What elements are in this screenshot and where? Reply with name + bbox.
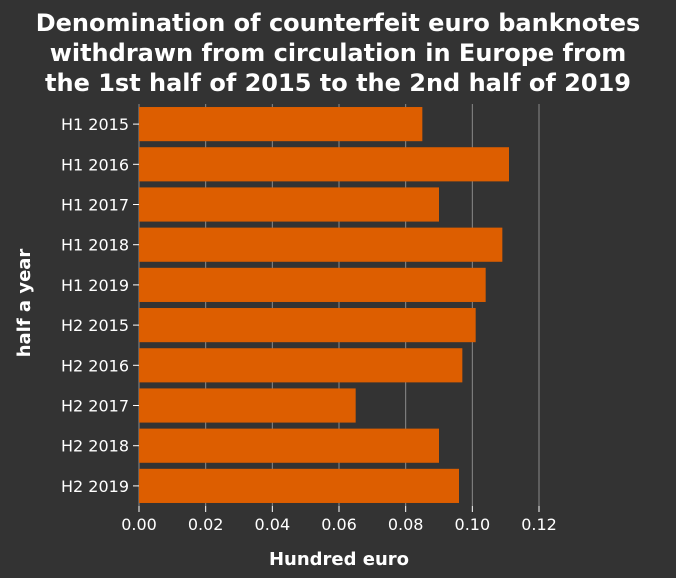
x-tick-label: 0.00 <box>121 515 157 534</box>
bar <box>139 308 476 343</box>
y-tick-label: H1 2018 <box>61 236 129 255</box>
y-tick-label: H1 2015 <box>61 115 129 134</box>
chart-title-line-3: the 1st half of 2015 to the 2nd half of … <box>45 69 631 97</box>
bar <box>139 388 356 423</box>
bar <box>139 227 503 262</box>
y-tick-label: H1 2016 <box>61 155 129 174</box>
bar <box>139 187 439 222</box>
bar <box>139 147 509 182</box>
x-tick-label: 0.08 <box>388 515 424 534</box>
y-axis-title: half a year <box>14 249 35 358</box>
bar <box>139 107 423 142</box>
y-tick-label: H1 2017 <box>61 196 129 215</box>
bar <box>139 267 486 302</box>
y-tick-label: H2 2016 <box>61 356 129 375</box>
plot-area: 0.00 0.02 0.04 0.06 0.08 0.10 0.12 H1 2015 H1 20… <box>61 104 557 534</box>
x-tick-label: 0.04 <box>255 515 291 534</box>
y-tick-label: H2 2019 <box>61 477 129 496</box>
x-tick-label: 0.10 <box>455 515 491 534</box>
chart-title-line-1: Denomination of counterfeit euro banknot… <box>36 9 641 37</box>
y-tick-label: H2 2018 <box>61 437 129 456</box>
bar <box>139 428 439 463</box>
bar <box>139 468 459 503</box>
bar <box>139 348 463 383</box>
x-tick-label: 0.06 <box>321 515 357 534</box>
x-axis-title: Hundred euro <box>269 549 409 570</box>
y-tick-label: H2 2015 <box>61 316 129 335</box>
y-tick-label: H1 2019 <box>61 276 129 295</box>
x-tick-label: 0.12 <box>521 515 557 534</box>
chart-title-line-2: withdrawn from circulation in Europe fro… <box>50 39 627 67</box>
y-tick-label: H2 2017 <box>61 397 129 416</box>
x-tick-label: 0.02 <box>188 515 224 534</box>
